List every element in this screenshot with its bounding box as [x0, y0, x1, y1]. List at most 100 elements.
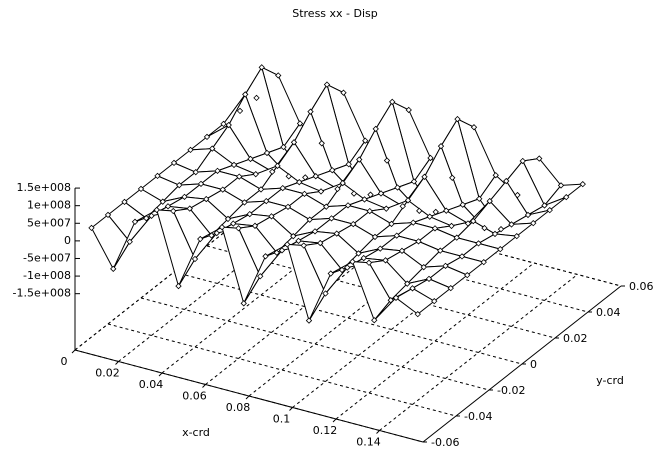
data-point — [416, 207, 423, 214]
data-point — [214, 167, 221, 175]
data-point — [443, 207, 450, 214]
data-point — [382, 257, 389, 264]
z-tick-label: -1e+008 — [23, 269, 71, 282]
data-point — [181, 193, 188, 201]
data-point — [327, 270, 334, 277]
data-point — [366, 207, 373, 215]
data-point — [275, 72, 282, 79]
y-tick-label: -0.06 — [431, 436, 459, 449]
data-point — [497, 245, 504, 253]
data-point — [338, 266, 346, 274]
data-point — [191, 255, 199, 263]
data-point — [426, 213, 433, 220]
data-point — [530, 219, 537, 227]
y-tick-label: -0.04 — [464, 410, 492, 423]
data-point — [427, 154, 434, 162]
data-point — [302, 174, 309, 181]
data-point — [290, 139, 298, 146]
data-point — [361, 196, 368, 203]
data-point — [218, 224, 226, 231]
data-point — [448, 222, 455, 230]
data-point — [410, 219, 417, 226]
x-tick-label: 0.02 — [95, 367, 120, 380]
data-point — [247, 155, 254, 163]
data-point — [579, 180, 586, 188]
data-point — [285, 173, 292, 180]
data-point — [393, 232, 400, 239]
data-point — [481, 224, 488, 232]
x-tick — [158, 372, 163, 377]
data-point — [295, 237, 302, 245]
data-point — [546, 206, 553, 214]
data-point — [220, 120, 227, 128]
data-point — [148, 212, 155, 219]
data-point — [387, 297, 394, 304]
data-point — [208, 232, 215, 239]
data-point — [464, 220, 472, 227]
z-tick-label: 5e+007 — [27, 216, 71, 229]
data-point — [404, 197, 412, 204]
data-point — [305, 317, 313, 324]
data-point — [258, 64, 265, 71]
data-point — [365, 259, 373, 266]
data-point — [344, 264, 351, 271]
data-point — [251, 222, 259, 229]
data-point — [268, 213, 275, 220]
data-point — [296, 120, 304, 127]
data-point — [398, 247, 406, 255]
data-point — [153, 206, 160, 214]
data-point — [360, 254, 367, 262]
grid-line — [335, 262, 535, 420]
data-point — [176, 181, 183, 189]
data-point — [392, 294, 400, 301]
x-tick — [115, 361, 119, 365]
data-point — [290, 233, 297, 240]
data-point — [476, 195, 483, 202]
data-point — [224, 215, 232, 223]
x-tick-label: 0.14 — [356, 436, 381, 449]
data-point — [464, 271, 471, 279]
data-point — [306, 216, 313, 223]
x-axis-title: x-crd — [182, 426, 210, 439]
data-point — [235, 225, 242, 232]
z-tick-label: 1e+008 — [27, 199, 71, 212]
data-point — [225, 121, 232, 129]
data-point — [371, 317, 378, 324]
y-tick-label: 0 — [530, 358, 537, 371]
data-point — [329, 167, 336, 174]
data-point — [262, 253, 269, 260]
x-tick — [245, 395, 250, 400]
data-point — [447, 284, 454, 292]
data-point — [432, 208, 439, 216]
data-point — [323, 81, 331, 88]
data-point — [312, 173, 319, 180]
data-point — [405, 106, 412, 114]
data-point — [236, 173, 243, 180]
data-point — [371, 233, 379, 241]
data-point — [339, 179, 346, 187]
data-point — [296, 178, 303, 186]
data-point — [300, 242, 307, 249]
data-point — [333, 230, 340, 237]
data-point — [240, 300, 247, 307]
data-point — [88, 224, 95, 232]
data-point — [269, 168, 276, 175]
data-point — [213, 229, 220, 237]
x-tick-label: 0.04 — [139, 378, 164, 391]
data-point — [186, 205, 193, 212]
z-tick-label: 0 — [64, 234, 71, 247]
y-axis-title: y-crd — [596, 374, 624, 387]
data-point — [563, 193, 570, 201]
y-tick-label: 0.02 — [563, 332, 588, 345]
data-point — [486, 197, 493, 205]
data-point — [437, 143, 445, 150]
data-point — [442, 262, 449, 270]
data-point — [317, 239, 324, 247]
data-point — [459, 201, 466, 208]
data-point — [257, 273, 264, 280]
data-point — [536, 155, 543, 162]
data-point — [242, 91, 249, 98]
data-point — [420, 263, 427, 271]
data-point — [503, 177, 510, 185]
